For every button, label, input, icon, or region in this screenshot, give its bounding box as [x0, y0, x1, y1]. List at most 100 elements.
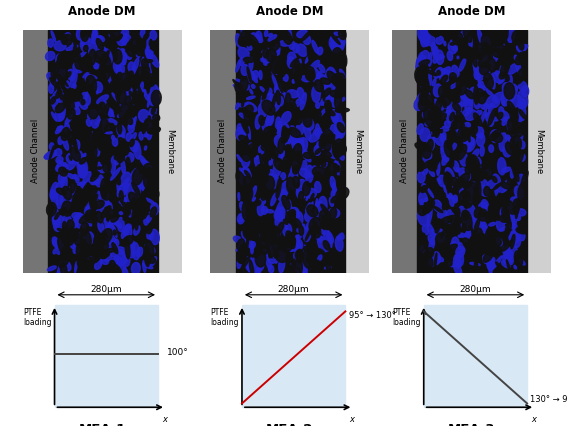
Ellipse shape	[242, 239, 247, 245]
Ellipse shape	[94, 133, 102, 150]
Ellipse shape	[468, 155, 480, 175]
Ellipse shape	[293, 69, 299, 75]
Ellipse shape	[272, 157, 275, 166]
Ellipse shape	[76, 247, 79, 254]
Ellipse shape	[325, 260, 331, 272]
Ellipse shape	[319, 229, 325, 235]
Ellipse shape	[336, 125, 343, 143]
Ellipse shape	[263, 48, 269, 58]
Ellipse shape	[274, 207, 285, 221]
Ellipse shape	[441, 142, 446, 152]
Ellipse shape	[323, 241, 329, 250]
Ellipse shape	[516, 67, 527, 84]
Ellipse shape	[316, 124, 320, 136]
Ellipse shape	[247, 227, 252, 238]
Ellipse shape	[65, 81, 69, 88]
Ellipse shape	[450, 112, 454, 121]
Ellipse shape	[264, 127, 276, 136]
Ellipse shape	[244, 105, 253, 116]
Ellipse shape	[269, 230, 277, 238]
Ellipse shape	[434, 119, 437, 136]
Ellipse shape	[262, 49, 270, 53]
Ellipse shape	[77, 28, 84, 40]
Ellipse shape	[335, 203, 341, 208]
Ellipse shape	[503, 91, 504, 93]
Ellipse shape	[73, 83, 76, 88]
Ellipse shape	[509, 245, 517, 256]
Ellipse shape	[272, 68, 279, 75]
Ellipse shape	[487, 59, 495, 70]
Ellipse shape	[331, 110, 342, 125]
Ellipse shape	[56, 90, 61, 98]
Ellipse shape	[83, 46, 88, 52]
Ellipse shape	[71, 131, 82, 139]
Ellipse shape	[461, 129, 469, 140]
Ellipse shape	[481, 171, 488, 177]
Ellipse shape	[98, 36, 105, 42]
Ellipse shape	[508, 63, 519, 74]
Ellipse shape	[516, 43, 526, 52]
Ellipse shape	[51, 71, 57, 87]
Ellipse shape	[436, 229, 445, 242]
Ellipse shape	[276, 178, 281, 198]
Ellipse shape	[435, 129, 440, 138]
Ellipse shape	[148, 127, 160, 134]
Ellipse shape	[56, 188, 66, 195]
Ellipse shape	[493, 183, 501, 190]
Ellipse shape	[117, 247, 127, 255]
Ellipse shape	[307, 222, 314, 233]
Ellipse shape	[286, 103, 293, 110]
Ellipse shape	[236, 92, 243, 98]
Ellipse shape	[86, 119, 91, 126]
Ellipse shape	[299, 192, 303, 201]
Ellipse shape	[306, 257, 313, 263]
Ellipse shape	[57, 262, 65, 278]
Ellipse shape	[126, 37, 133, 52]
Ellipse shape	[132, 168, 139, 182]
Ellipse shape	[502, 83, 512, 97]
Ellipse shape	[95, 261, 102, 269]
Ellipse shape	[319, 210, 328, 223]
Ellipse shape	[118, 217, 124, 232]
Ellipse shape	[77, 183, 82, 185]
Ellipse shape	[449, 193, 454, 206]
Ellipse shape	[144, 119, 157, 134]
Ellipse shape	[520, 141, 525, 149]
Ellipse shape	[301, 76, 310, 82]
Ellipse shape	[238, 47, 250, 60]
Ellipse shape	[496, 218, 504, 231]
Ellipse shape	[131, 242, 140, 260]
Ellipse shape	[513, 134, 517, 145]
Ellipse shape	[82, 181, 86, 187]
Ellipse shape	[83, 153, 86, 157]
Ellipse shape	[449, 73, 457, 83]
Ellipse shape	[273, 162, 281, 177]
Ellipse shape	[124, 183, 127, 193]
Ellipse shape	[60, 245, 66, 257]
Ellipse shape	[122, 202, 130, 209]
Ellipse shape	[291, 259, 295, 272]
Ellipse shape	[432, 130, 442, 136]
Ellipse shape	[265, 176, 274, 191]
Ellipse shape	[508, 251, 513, 265]
Ellipse shape	[261, 58, 267, 65]
Ellipse shape	[442, 98, 446, 108]
Ellipse shape	[123, 90, 128, 103]
Ellipse shape	[148, 77, 158, 83]
Ellipse shape	[258, 145, 264, 154]
Ellipse shape	[289, 127, 300, 138]
Ellipse shape	[78, 164, 86, 178]
Text: Membrane: Membrane	[534, 129, 544, 174]
Ellipse shape	[55, 110, 64, 121]
Ellipse shape	[458, 235, 463, 237]
Ellipse shape	[444, 41, 446, 46]
Ellipse shape	[314, 145, 321, 155]
Ellipse shape	[282, 112, 291, 123]
Ellipse shape	[64, 261, 71, 271]
Ellipse shape	[101, 182, 114, 200]
Ellipse shape	[57, 228, 69, 234]
Ellipse shape	[270, 147, 278, 159]
Ellipse shape	[311, 69, 320, 82]
Ellipse shape	[487, 90, 494, 96]
Ellipse shape	[323, 88, 331, 97]
